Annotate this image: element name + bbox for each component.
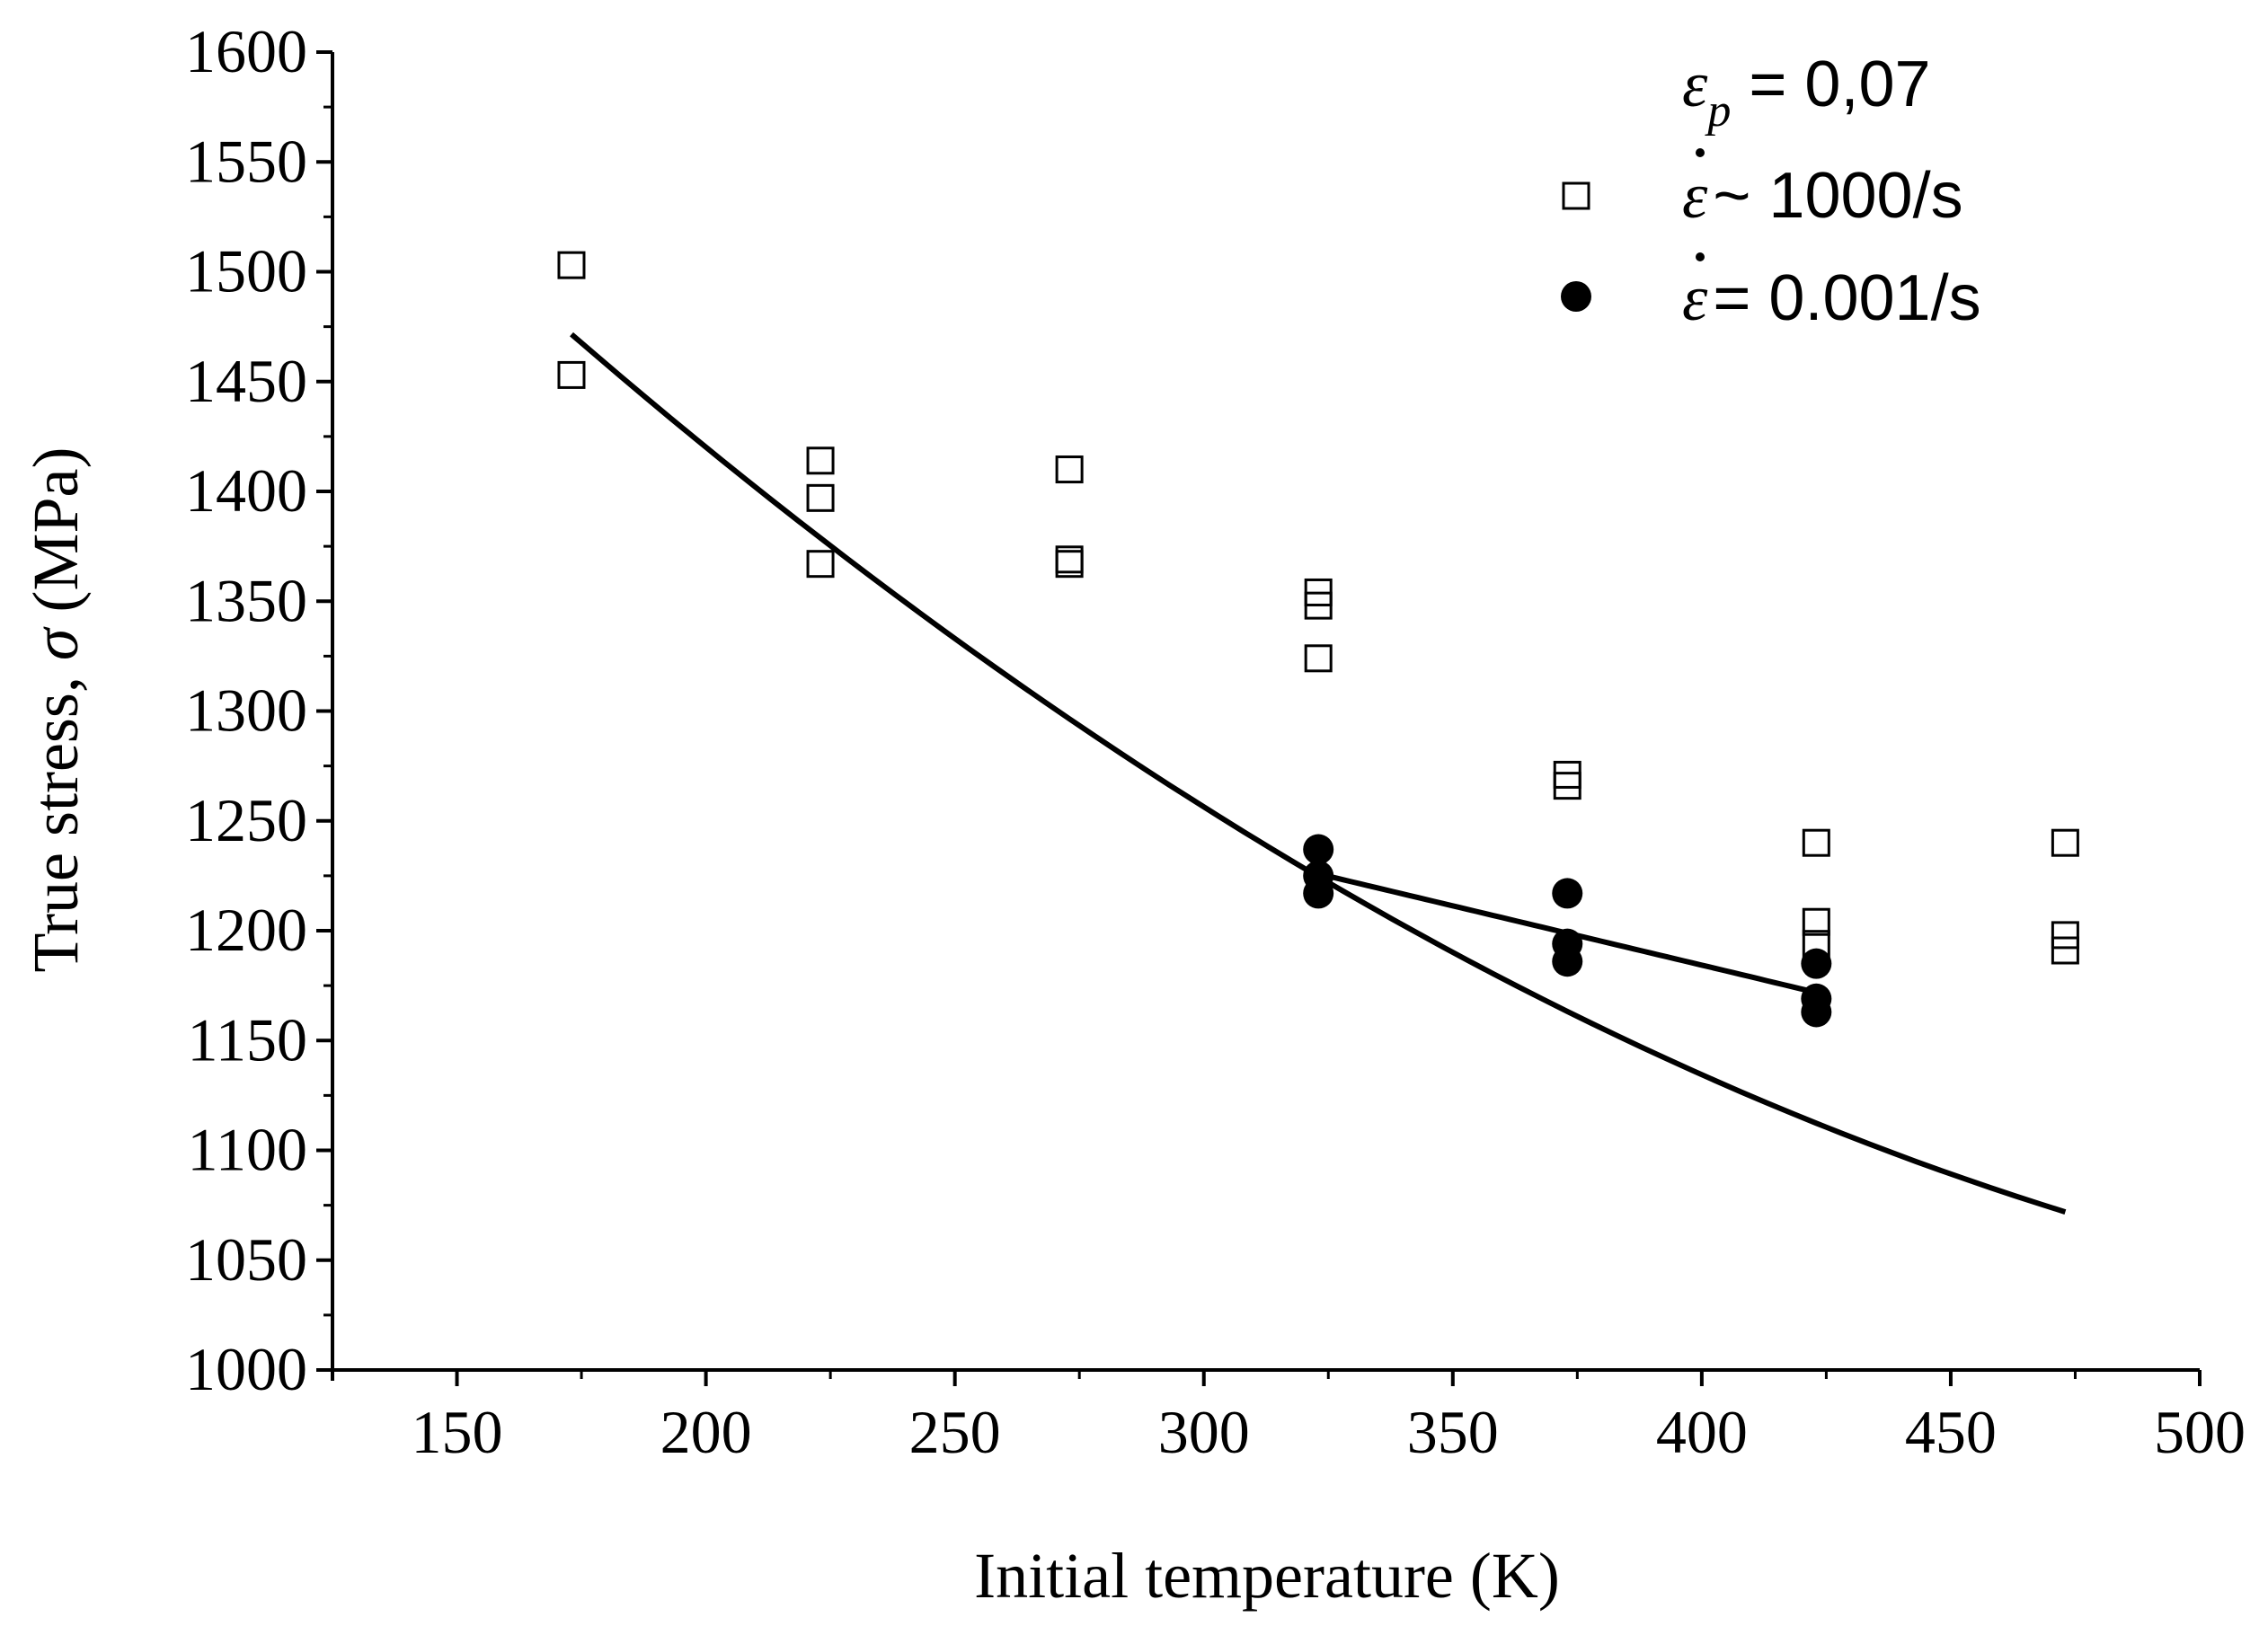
point-dynamic bbox=[1055, 455, 1084, 484]
point-dynamic bbox=[1553, 772, 1581, 800]
point-quasi_static bbox=[1552, 946, 1583, 977]
point-dynamic bbox=[557, 360, 586, 389]
y-tick-label: 1000 bbox=[185, 1335, 307, 1403]
legend-entry-dynamic: ε~ 1000/s bbox=[1682, 160, 1963, 232]
legend-entry-dynamic-label: ~ 1000/s bbox=[1713, 160, 1962, 232]
point-dynamic bbox=[806, 483, 835, 512]
y-tick-label: 1200 bbox=[185, 896, 307, 964]
point-quasi_static bbox=[1303, 834, 1334, 865]
y-tick-label: 1550 bbox=[185, 127, 307, 195]
point-dynamic bbox=[2051, 921, 2079, 950]
legend-entry-quasi-static: ε= 0.001/s bbox=[1682, 262, 1981, 334]
point-dynamic bbox=[2051, 936, 2079, 965]
y-tick-label: 1300 bbox=[185, 676, 307, 745]
x-tick-label: 200 bbox=[660, 1398, 752, 1466]
y-tick-label: 1250 bbox=[185, 786, 307, 854]
point-dynamic bbox=[1802, 907, 1830, 936]
legend-entry-quasi-static-label: = 0.001/s bbox=[1713, 262, 1980, 334]
point-quasi_static bbox=[1801, 996, 1832, 1028]
y-tick-label: 1400 bbox=[185, 456, 307, 525]
x-tick-label: 500 bbox=[2154, 1398, 2246, 1466]
y-axis-title-prefix: True stress, bbox=[20, 660, 92, 972]
point-dynamic bbox=[806, 446, 835, 475]
point-dynamic bbox=[1304, 644, 1333, 673]
x-tick-label: 250 bbox=[909, 1398, 1001, 1466]
y-axis-title: True stress, σ (MPa) bbox=[20, 447, 92, 973]
y-axis-title-symbol: σ bbox=[20, 626, 92, 660]
legend-header-value: = 0,07 bbox=[1731, 49, 1930, 120]
x-tick-label: 150 bbox=[412, 1398, 503, 1466]
legend-header-symbol: ε bbox=[1682, 49, 1708, 120]
y-axis-title-suffix: (MPa) bbox=[20, 447, 92, 629]
y-tick-label: 1150 bbox=[188, 1005, 307, 1074]
point-quasi_static bbox=[1801, 948, 1832, 979]
point-dynamic bbox=[2051, 828, 2079, 857]
legend-dot-2 bbox=[1696, 252, 1705, 261]
y-tick-label: 1500 bbox=[185, 237, 307, 305]
point-quasi_static bbox=[1552, 878, 1583, 909]
x-tick-label: 450 bbox=[1905, 1398, 1997, 1466]
y-tick-label: 1450 bbox=[185, 347, 307, 415]
legend-marker-filled-circle bbox=[1561, 281, 1591, 312]
x-tick-label: 300 bbox=[1158, 1398, 1250, 1466]
x-tick-label: 400 bbox=[1656, 1398, 1748, 1466]
legend-dot-1 bbox=[1696, 148, 1705, 157]
legend-entry-dynamic-symbol: ε bbox=[1682, 160, 1708, 232]
point-dynamic bbox=[806, 550, 835, 579]
y-tick-label: 1100 bbox=[188, 1116, 307, 1184]
point-dynamic bbox=[1553, 760, 1581, 789]
fit-line-dynamic bbox=[570, 331, 2067, 1215]
axes-layer: 1000 1050 1100 1150 1200 1250 1300 1350 1400 1450… bbox=[185, 17, 2246, 1466]
legend-header: εp = 0,07 bbox=[1682, 49, 1931, 137]
y-tick-label: 1350 bbox=[185, 566, 307, 634]
fit-lines-layer bbox=[570, 331, 2067, 1215]
point-dynamic bbox=[1802, 828, 1830, 857]
legend-marker-open-square bbox=[1562, 181, 1590, 210]
point-quasi_static bbox=[1303, 878, 1334, 909]
data-points-layer bbox=[557, 251, 2079, 1028]
x-axis-title: Initial temperature (K) bbox=[974, 1540, 1560, 1612]
point-dynamic bbox=[557, 251, 586, 279]
legend-entry-quasi-static-symbol: ε bbox=[1682, 262, 1708, 334]
y-tick-label: 1600 bbox=[185, 17, 307, 85]
legend-header-subscript: p bbox=[1704, 85, 1731, 137]
x-tick-label: 350 bbox=[1407, 1398, 1499, 1466]
point-dynamic bbox=[1304, 591, 1333, 620]
legend: εp = 0,07 ε~ 1000/s ε= 0.001/s bbox=[1561, 49, 1981, 334]
point-dynamic bbox=[1055, 550, 1084, 579]
y-tick-label: 1050 bbox=[185, 1225, 307, 1294]
